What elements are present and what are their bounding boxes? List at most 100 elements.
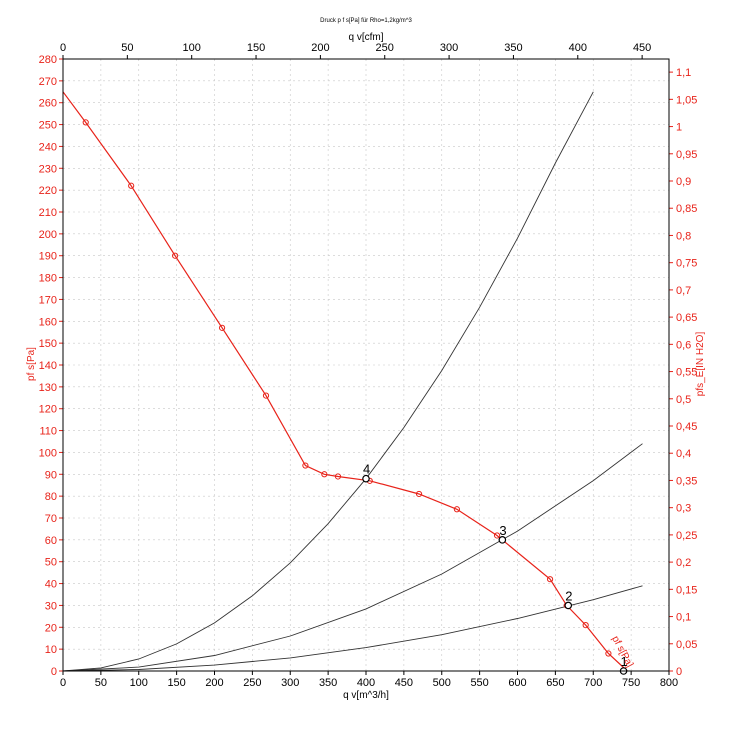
operating-point-label: 2 — [565, 588, 572, 603]
x-tick-label: 400 — [357, 677, 375, 689]
right-tick-label: 0,3 — [676, 503, 691, 515]
right-tick-label: 0,55 — [676, 367, 697, 379]
top-tick-label: 250 — [376, 42, 394, 54]
x-tick-label: 250 — [243, 677, 261, 689]
top-tick-label: 200 — [311, 42, 329, 54]
y-tick-label: 160 — [39, 316, 57, 328]
y-tick-label: 130 — [39, 382, 57, 394]
fan-curve-layer — [62, 91, 628, 672]
y-tick-label: 180 — [39, 273, 57, 285]
operating-point-marker — [498, 536, 507, 544]
fan-curve-marker — [415, 490, 423, 498]
top-tick-label: 300 — [440, 42, 458, 54]
x-tick-label: 600 — [508, 677, 526, 689]
top-tick-label: 50 — [121, 42, 133, 54]
right-tick-label: 1,05 — [676, 94, 697, 106]
fan-curve-line — [62, 91, 628, 672]
y-tick-label: 50 — [45, 557, 57, 569]
y-tick-label: 0 — [51, 666, 57, 678]
y-tick-label: 70 — [45, 513, 57, 525]
y-tick-label: 170 — [39, 294, 57, 306]
top-tick-label: 100 — [183, 42, 201, 54]
y-tick-label: 240 — [39, 141, 57, 153]
x-tick-label: 50 — [95, 677, 107, 689]
y-tick-label: 140 — [39, 360, 57, 372]
right-tick-label: 0,5 — [676, 394, 691, 406]
y-tick-label: 80 — [45, 491, 57, 503]
right-tick-label: 0,4 — [676, 448, 691, 460]
right-tick-label: 0,9 — [676, 176, 691, 188]
x-tick-label: 550 — [470, 677, 488, 689]
y-tick-label: 190 — [39, 251, 57, 263]
fan-curve-marker — [128, 182, 135, 189]
x-tick-label: 750 — [622, 677, 640, 689]
x-tick-label: 500 — [433, 677, 451, 689]
fan-curve-marker — [172, 252, 179, 259]
right-tick-label: 1 — [676, 122, 682, 134]
x-tick-label: 650 — [546, 677, 564, 689]
fan-curve-marker — [302, 462, 309, 469]
fan-curve-marker — [605, 650, 612, 657]
right-tick-label: 0,85 — [676, 203, 697, 215]
fan-curve-marker — [82, 119, 89, 126]
top-tick-label: 0 — [60, 42, 66, 54]
y-tick-label: 260 — [39, 98, 57, 110]
x-tick-label: 150 — [167, 677, 185, 689]
fan-curve-marker — [262, 392, 270, 399]
bottom-axis-label: q v[m^3/h] — [343, 690, 389, 701]
fan-curve-marker — [493, 532, 501, 539]
y-tick-label: 40 — [45, 579, 57, 591]
right-tick-label: 0,1 — [676, 612, 691, 624]
right-axis-label: pfs_E[IN H2O] — [695, 332, 706, 397]
system-curve-line — [62, 585, 643, 672]
x-tick-label: 800 — [660, 677, 678, 689]
y-tick-label: 10 — [45, 644, 57, 656]
right-tick-label: 0,8 — [676, 230, 691, 242]
right-tick-label: 0,45 — [676, 421, 697, 433]
operating-point-label: 3 — [499, 523, 506, 538]
top-tick-label: 350 — [504, 42, 522, 54]
right-tick-label: 0,35 — [676, 475, 697, 487]
x-tick-label: 200 — [205, 677, 223, 689]
y-tick-label: 230 — [39, 163, 57, 175]
fan-curve-marker — [218, 324, 226, 331]
x-tick-label: 700 — [584, 677, 602, 689]
axis-ticks: 0 50 100 150 200 250 300 350 400 450 500 550 600 650 7… — [39, 42, 698, 689]
y-tick-label: 110 — [39, 426, 57, 438]
y-tick-label: 220 — [39, 185, 57, 197]
right-tick-label: 0,6 — [676, 339, 691, 351]
x-tick-label: 450 — [395, 677, 413, 689]
top-tick-label: 400 — [569, 42, 587, 54]
x-tick-label: 350 — [319, 677, 337, 689]
y-tick-label: 20 — [45, 622, 57, 634]
fan-curve-marker — [582, 622, 589, 629]
plot-frame — [62, 58, 670, 672]
operating-point-label: 4 — [363, 462, 370, 477]
y-tick-label: 250 — [39, 120, 57, 132]
fan-curve-marker — [321, 471, 328, 478]
operating-point-marker — [362, 474, 370, 483]
y-tick-label: 270 — [39, 76, 57, 88]
fan-curve-marker — [334, 473, 342, 480]
y-tick-label: 30 — [45, 600, 57, 612]
right-tick-label: 0,15 — [676, 584, 697, 596]
y-tick-label: 200 — [39, 229, 57, 241]
y-tick-label: 120 — [39, 404, 57, 416]
x-tick-label: 0 — [60, 677, 66, 689]
right-tick-label: 0,65 — [676, 312, 697, 324]
chart-title: Druck p f s[Pa] für Rho=1,2kg/m^3 — [320, 18, 412, 24]
system-curve-line — [62, 443, 643, 672]
y-tick-label: 60 — [45, 535, 57, 547]
y-tick-label: 280 — [39, 54, 57, 66]
operating-point-label: 1 — [621, 654, 628, 669]
right-tick-label: 0,7 — [676, 285, 691, 297]
grid — [63, 59, 669, 671]
x-tick-label: 300 — [281, 677, 299, 689]
right-tick-label: 1,1 — [676, 67, 691, 79]
y-tick-label: 100 — [39, 447, 57, 459]
right-tick-label: 0,95 — [676, 149, 697, 161]
y-tick-label: 210 — [39, 207, 57, 219]
fan-curve-marker — [546, 576, 554, 583]
right-tick-label: 0 — [676, 666, 682, 678]
